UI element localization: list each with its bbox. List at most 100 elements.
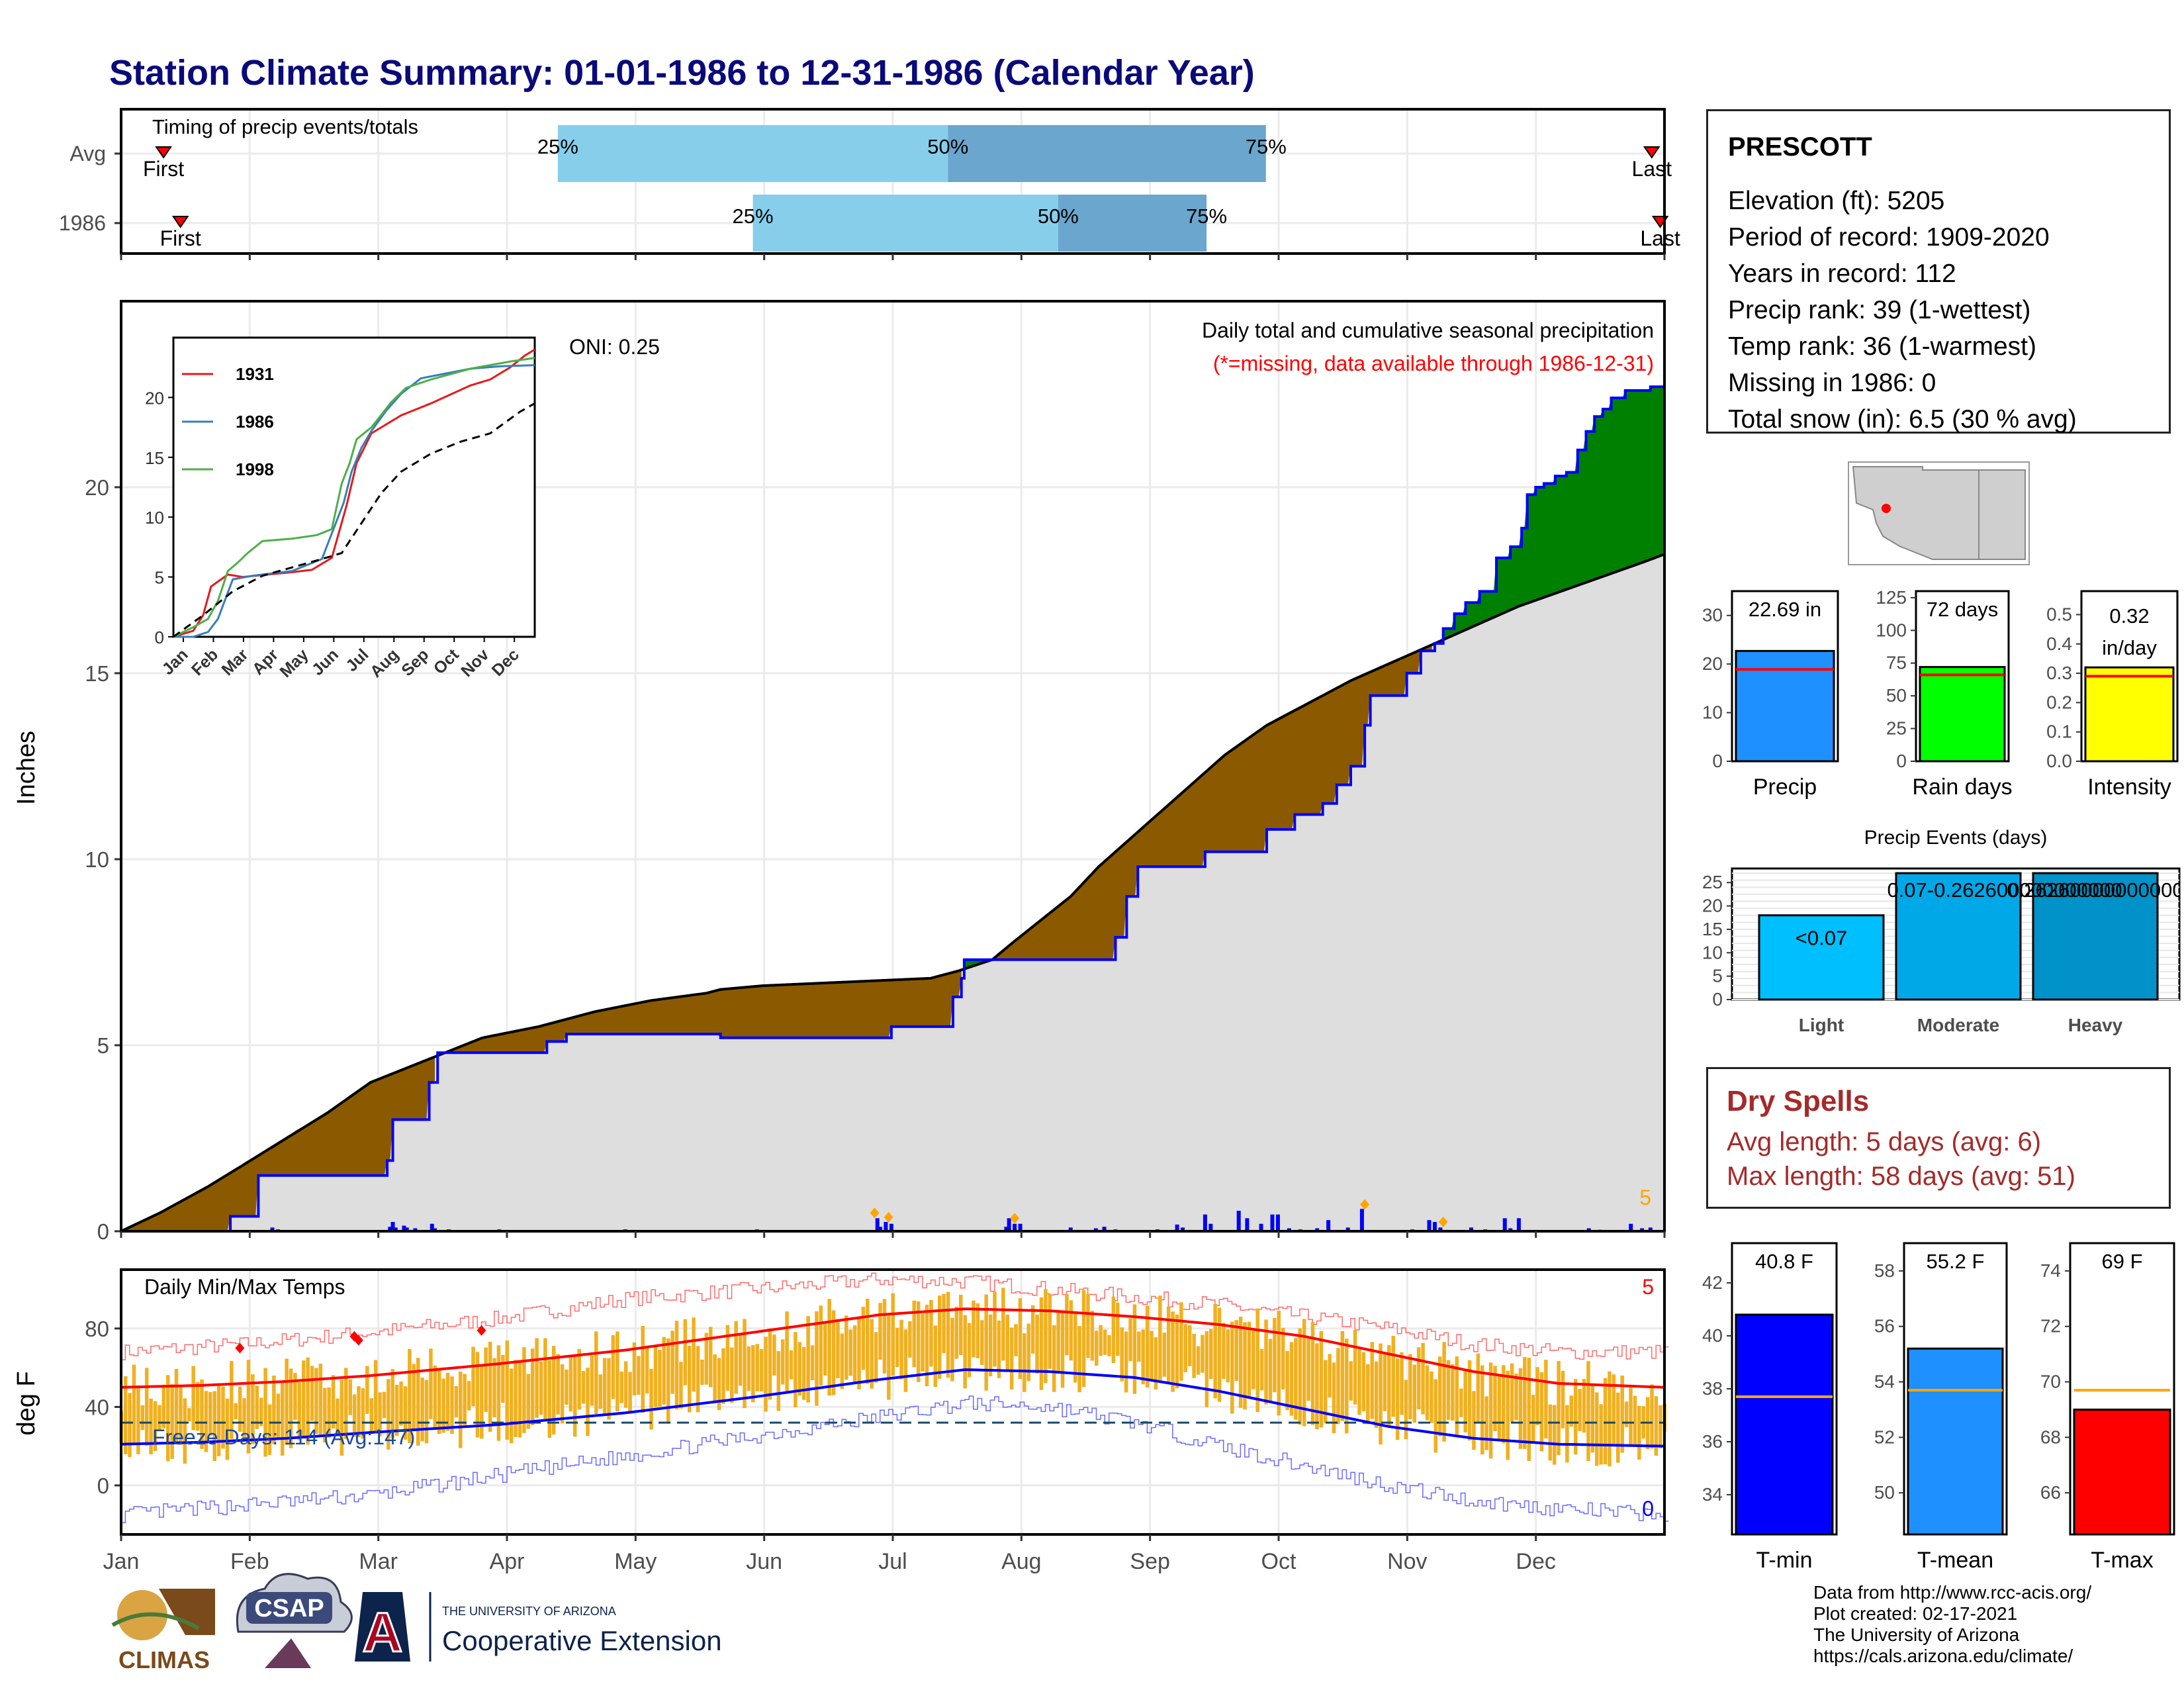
precip-events-ytick-label: 10 [1702, 942, 1723, 962]
month-label: Dec [1516, 1549, 1555, 1574]
daily-temp-bar [1349, 1361, 1353, 1401]
daily-precip-bar [1427, 1220, 1432, 1231]
daily-temp-bar [1183, 1324, 1188, 1372]
daily-temp-bar [1612, 1374, 1616, 1444]
daily-temp-bar [1370, 1342, 1374, 1419]
daily-temp-bar [1442, 1342, 1446, 1442]
daily-temp-bar [1259, 1348, 1264, 1391]
timing-p75-label: 75% [1246, 135, 1287, 158]
daily-temp-bar [1488, 1362, 1493, 1459]
inset-average-line [173, 402, 535, 638]
daily-temp-bar [179, 1387, 183, 1445]
daily-temp-bar [251, 1374, 255, 1444]
temp-title: Daily Min/Max Temps [144, 1275, 345, 1299]
daily-temp-bar [641, 1326, 645, 1413]
precip-events-category: Moderate [1917, 1015, 1999, 1035]
daily-precip-bar [1018, 1223, 1023, 1231]
daily-temp-bar [679, 1362, 683, 1409]
daily-temp-bar [997, 1320, 1001, 1378]
record-high-marker [235, 1342, 245, 1354]
daily-precip-bar [1315, 1228, 1320, 1231]
daily-precip-bar [1004, 1227, 1009, 1231]
tmean-summary-ytick-label: 56 [1874, 1316, 1895, 1336]
station-location-dot [1882, 504, 1891, 513]
daily-temp-bar [136, 1385, 140, 1454]
daily-temp-bar [352, 1394, 357, 1437]
timing-last-label: Last [1640, 226, 1680, 250]
footer-line: https://cals.arizona.edu/climate/ [1813, 1646, 2073, 1666]
daily-temp-bar [882, 1299, 887, 1374]
daily-temp-bar [743, 1319, 747, 1409]
daily-temp-bar [1361, 1352, 1366, 1411]
daily-temp-bar [1387, 1345, 1391, 1425]
timing-p25-label: 25% [733, 205, 774, 228]
daily-temp-bar [1608, 1371, 1612, 1467]
daily-precip-bar [1469, 1227, 1473, 1231]
daily-temp-bar [933, 1325, 938, 1387]
daily-temp-bar [416, 1358, 420, 1446]
daily-temp-bar [1273, 1317, 1277, 1393]
intensity-summary-value-label: 0.32 [2109, 604, 2149, 628]
daily-temp-bar [1018, 1298, 1023, 1380]
daily-temp-bar [696, 1346, 700, 1413]
daily-temp-bar [526, 1374, 531, 1429]
footer-credits: Data from http://www.rcc-acis.org/ Plot … [1813, 1582, 2091, 1667]
daily-temp-bar [645, 1348, 649, 1394]
daily-temp-bar [662, 1336, 666, 1405]
daily-temp-bar [887, 1313, 891, 1400]
daily-precip-bar [1068, 1227, 1073, 1231]
daily-temp-bar [140, 1405, 145, 1430]
timing-bar-25-50 [557, 125, 948, 182]
daily-temp-bar [1268, 1338, 1273, 1403]
daily-temp-bar [1095, 1331, 1099, 1366]
daily-temp-bar [183, 1398, 187, 1464]
daily-temp-bar [1586, 1361, 1590, 1462]
timing-bar-50-75 [948, 125, 1266, 182]
intensity-summary-ytick-label: 0.3 [2046, 663, 2072, 683]
daily-temp-bar [1573, 1379, 1578, 1455]
daily-temp-bar [976, 1303, 980, 1358]
tmax-summary-ytick-label: 74 [2040, 1260, 2061, 1281]
daily-temp-bar [942, 1293, 946, 1354]
month-label: Aug [1001, 1549, 1042, 1574]
record-precip-diamond [884, 1211, 893, 1223]
daily-temp-bar [980, 1320, 984, 1365]
raindays-summary-ytick-label: 100 [1876, 620, 1907, 640]
daily-temp-bar [1141, 1329, 1145, 1385]
daily-temp-bar [1277, 1311, 1281, 1416]
daily-temp-bar [1090, 1311, 1095, 1361]
intensity-summary-ytick-label: 0.2 [2046, 692, 2072, 712]
daily-temp-bar [1523, 1356, 1527, 1449]
logos: CLIMAS CSAP A THE UNIVERSITY OF ARIZONA Coop… [111, 1573, 722, 1673]
daily-temp-bar [165, 1375, 170, 1462]
daily-temp-bar [1315, 1343, 1319, 1430]
daily-temp-bar [144, 1368, 149, 1446]
raindays-summary-value-label: 72 days [1927, 598, 1999, 621]
tmin-summary-category-label: T-min [1756, 1548, 1813, 1573]
daily-precip-bar [413, 1228, 418, 1231]
station-info-box: PRESCOTT Elevation (ft): 5205 Period of r… [1706, 109, 2171, 434]
daily-temp-bar [623, 1361, 628, 1408]
daily-temp-bar [1502, 1365, 1506, 1444]
ua-logo-small-text: THE UNIVERSITY OF ARIZONA [442, 1605, 616, 1618]
daily-precip-bar [1270, 1214, 1275, 1231]
daily-temp-bar [195, 1382, 200, 1431]
daily-temp-bar [857, 1317, 861, 1389]
daily-temp-bar [704, 1333, 709, 1385]
daily-temp-bar [522, 1347, 526, 1433]
daily-temp-bar [1412, 1364, 1417, 1423]
station-name: PRESCOTT [1728, 132, 1872, 162]
timing-first-label: First [143, 157, 184, 181]
daily-temp-bar [903, 1329, 908, 1392]
daily-temp-bar [594, 1331, 598, 1415]
daily-temp-bar [314, 1368, 318, 1434]
daily-temp-bar [950, 1317, 954, 1382]
precip-summary-ytick-label: 10 [1702, 702, 1723, 723]
daily-temp-bar [1289, 1342, 1294, 1416]
precip-summary-bar [1735, 649, 1835, 763]
tmean-summary-ytick-label: 50 [1874, 1482, 1895, 1503]
record-precip-diamond [1010, 1213, 1020, 1224]
daily-temp-bar [700, 1359, 704, 1385]
daily-temp-bar [1510, 1363, 1514, 1423]
daily-temp-bar [1264, 1319, 1268, 1405]
